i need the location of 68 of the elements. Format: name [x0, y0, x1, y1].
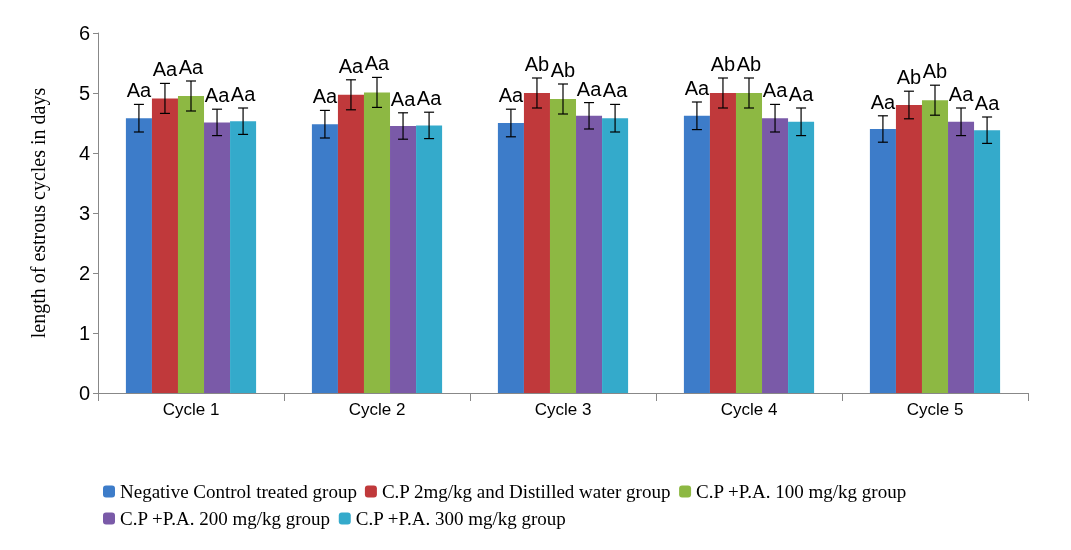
- legend-label: C.P +P.A. 200 mg/kg group: [120, 508, 331, 529]
- x-tick-label: Cycle 1: [162, 400, 220, 419]
- bar: [576, 115, 603, 393]
- data-label: Ab: [896, 66, 922, 89]
- data-label: Aa: [788, 83, 815, 105]
- bar: [125, 118, 152, 393]
- y-tick-label: 4: [78, 142, 90, 164]
- bar: [311, 124, 338, 393]
- bar: [709, 93, 736, 393]
- x-tick-label: Cycle 4: [720, 400, 778, 419]
- data-label: Ab: [710, 53, 736, 75]
- data-label: Aa: [974, 92, 1001, 114]
- y-tick-label: 3: [78, 202, 90, 224]
- bar: [204, 122, 231, 393]
- y-tick-label: 0: [78, 382, 90, 404]
- bar: [337, 94, 364, 393]
- legend-label: Negative Control treated group: [120, 481, 357, 502]
- bar: [177, 96, 205, 393]
- legend-label: C.P 2mg/kg and Distilled water group: [381, 481, 671, 502]
- data-label: Aa: [602, 79, 629, 102]
- data-label: Aa: [364, 52, 391, 75]
- y-axis-title: length of estrous cycles in days: [27, 87, 50, 339]
- data-label: Aa: [126, 79, 153, 102]
- data-label: Aa: [762, 79, 789, 102]
- data-label: Aa: [178, 56, 205, 78]
- y-tick-label: 6: [78, 22, 90, 44]
- data-label: Ab: [736, 53, 762, 75]
- y-tick-label: 1: [78, 322, 90, 344]
- y-tick-label: 2: [78, 262, 90, 284]
- bar: [390, 126, 417, 393]
- data-label: Ab: [524, 53, 550, 75]
- bar: [921, 100, 949, 393]
- bar: [416, 125, 443, 393]
- data-label: Ab: [550, 59, 576, 81]
- bar: [151, 98, 178, 393]
- data-label: Aa: [870, 90, 897, 113]
- bar: [788, 121, 815, 393]
- bar: [869, 129, 896, 393]
- bar: [762, 118, 789, 393]
- bar: [895, 105, 922, 393]
- bar: [683, 115, 710, 393]
- data-label: Aa: [390, 87, 417, 110]
- legend-label: C.P +P.A. 100 mg/kg group: [696, 481, 907, 502]
- bar: [948, 121, 975, 393]
- data-label: Ab: [922, 60, 948, 83]
- data-label: Aa: [416, 87, 443, 110]
- bar: [549, 99, 577, 393]
- data-label: Aa: [312, 85, 339, 108]
- data-label: Aa: [204, 84, 231, 107]
- bar: [974, 130, 1001, 393]
- bar: [523, 93, 550, 393]
- data-label: Aa: [230, 83, 257, 105]
- legend-label: C.P +P.A. 300 mg/kg group: [355, 508, 566, 529]
- bar: [735, 93, 763, 393]
- data-label: Aa: [948, 83, 975, 105]
- x-tick-label: Cycle 2: [348, 400, 406, 419]
- bar: [602, 118, 629, 393]
- x-tick-label: Cycle 3: [534, 400, 592, 419]
- data-label: Aa: [152, 58, 179, 81]
- bar: [497, 123, 524, 393]
- data-label: Aa: [338, 54, 365, 77]
- bar: [230, 121, 257, 393]
- y-tick-label: 5: [78, 82, 90, 104]
- x-tick-label: Cycle 5: [906, 400, 964, 419]
- bar: [363, 92, 391, 393]
- data-label: Aa: [498, 84, 525, 107]
- data-label: Aa: [576, 77, 603, 100]
- data-label: Aa: [684, 77, 711, 99]
